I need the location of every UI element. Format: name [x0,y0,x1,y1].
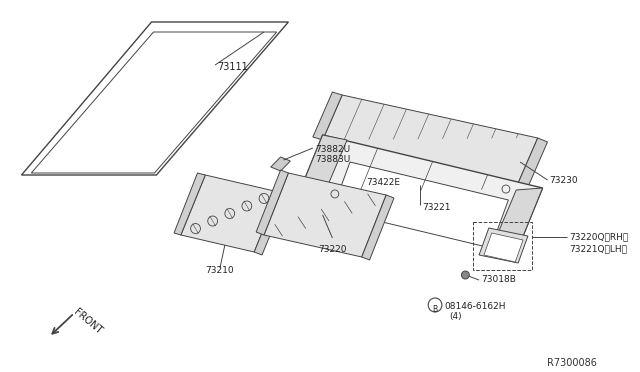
Polygon shape [518,138,547,187]
Text: R7300086: R7300086 [547,358,597,368]
Text: 73220: 73220 [319,245,348,254]
Text: B: B [433,305,438,314]
Polygon shape [254,192,287,255]
Text: 08146-6162H: 08146-6162H [445,302,506,311]
Bar [473,222,532,270]
Polygon shape [256,170,289,235]
Polygon shape [298,135,543,248]
Text: 73422E: 73422E [367,178,401,187]
Text: 73210: 73210 [205,266,234,275]
Polygon shape [174,173,205,235]
Polygon shape [31,32,276,173]
Polygon shape [313,92,342,140]
Polygon shape [264,173,386,257]
Polygon shape [484,233,523,262]
Polygon shape [323,95,538,183]
Text: 73883U: 73883U [315,155,350,164]
Polygon shape [491,188,543,250]
Polygon shape [298,135,347,202]
Text: FRONT: FRONT [72,307,104,336]
Text: 73230: 73230 [550,176,578,185]
Polygon shape [181,175,278,252]
Text: 73882U: 73882U [315,145,350,154]
Text: 73111: 73111 [217,62,248,72]
Text: 73018B: 73018B [481,275,516,284]
Polygon shape [479,228,528,263]
Text: 73221Q〈LH〉: 73221Q〈LH〉 [569,244,627,253]
Circle shape [461,271,469,279]
Text: 73220Q〈RH〉: 73220Q〈RH〉 [569,232,628,241]
Polygon shape [22,22,289,175]
Polygon shape [362,195,394,260]
Text: 73221: 73221 [422,203,451,212]
Text: (4): (4) [450,312,462,321]
Polygon shape [332,162,508,248]
Polygon shape [271,157,291,171]
